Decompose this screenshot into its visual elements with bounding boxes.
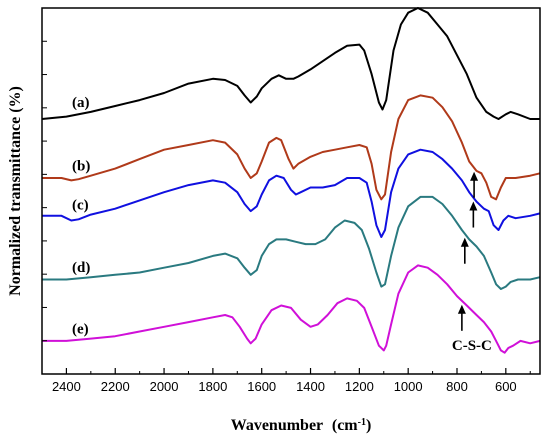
x-axis-ticks: 2400 2200 2000 1800 1600 1400 1200 1000 800 600 — [41, 368, 531, 394]
x-tick-label: 800 — [446, 379, 468, 394]
series-label-a: (a) — [72, 95, 90, 111]
x-tick-label: 1600 — [247, 379, 276, 394]
series-labels: (a) (b) (c) (d) (e) — [72, 95, 90, 338]
annotation-label-c-s-c: C-S-C — [452, 338, 492, 354]
series-line-d — [42, 195, 541, 290]
x-tick-label: 2000 — [150, 379, 179, 394]
x-axis-title-main: Wavenumber — [231, 417, 323, 434]
series-line-a — [41, 7, 540, 120]
x-axis-title-unit-close: ) — [366, 417, 371, 434]
annotation-arrow-head — [457, 304, 466, 314]
series-label-d: (d) — [72, 260, 90, 276]
x-tick-label: 1400 — [296, 379, 325, 394]
x-tick-label: 2400 — [52, 379, 81, 394]
x-axis-title-unit-sup: -1 — [358, 417, 366, 428]
series-curves — [41, 7, 541, 354]
x-tick-label: 2200 — [101, 379, 130, 394]
series-line-b — [42, 94, 541, 201]
x-axis-title: Wavenumber (cm-1) — [231, 417, 372, 435]
x-tick-label: 1800 — [198, 379, 227, 394]
plot-frame — [41, 7, 541, 375]
annotations: C-S-C — [452, 171, 492, 354]
series-line-c — [42, 148, 541, 238]
y-axis-title: Normalized transmittance (%) — [7, 86, 24, 296]
annotation-arrow-head — [460, 237, 469, 247]
x-tick-label: 1000 — [394, 379, 423, 394]
x-tick-label: 1200 — [345, 379, 374, 394]
series-label-c: (c) — [72, 198, 89, 214]
annotation-arrow-head — [470, 171, 479, 181]
series-label-e: (e) — [72, 322, 89, 338]
series-line-e — [42, 264, 541, 354]
x-tick-label: 600 — [495, 379, 517, 394]
annotation-arrow-head — [469, 201, 478, 211]
series-label-b: (b) — [72, 159, 90, 175]
x-axis-title-unit: (cm — [332, 417, 358, 434]
y-axis-ticks — [42, 40, 47, 342]
